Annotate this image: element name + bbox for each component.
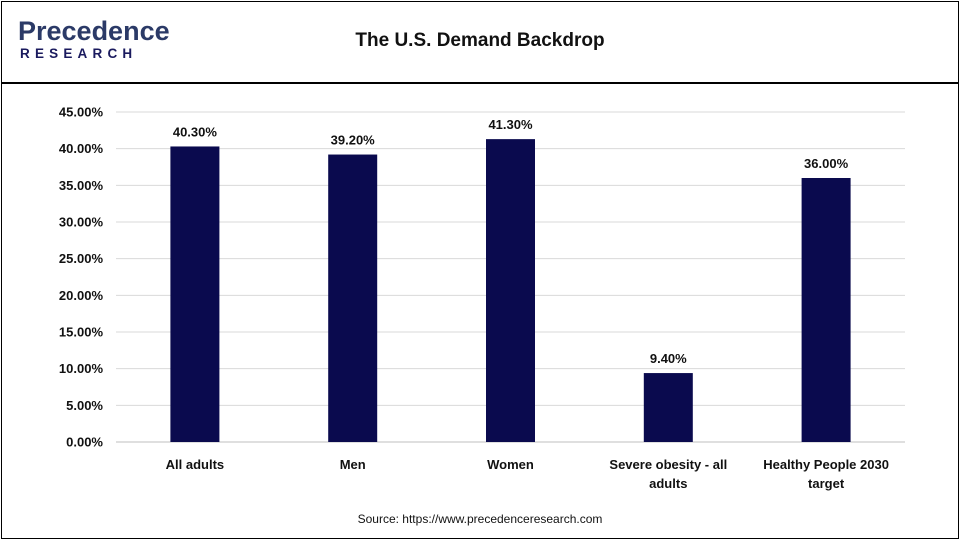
y-tick-label: 40.00% — [59, 141, 104, 156]
logo-subtitle: RESEARCH — [20, 46, 138, 61]
x-category-label: Women — [487, 457, 534, 472]
x-category-label: target — [808, 476, 845, 491]
bar — [328, 154, 378, 443]
y-tick-label: 25.00% — [59, 251, 104, 266]
x-category-label: Severe obesity - all — [609, 457, 727, 472]
logo-wordmark: Precedence — [18, 16, 170, 46]
y-tick-label: 15.00% — [59, 325, 104, 340]
y-tick-label: 0.00% — [66, 435, 103, 450]
data-label: 9.40% — [650, 351, 687, 366]
x-category-label: adults — [649, 476, 687, 491]
data-label: 39.20% — [331, 133, 376, 148]
x-category-label: Healthy People 2030 — [763, 457, 889, 472]
data-label: 40.30% — [173, 124, 218, 139]
data-label: 36.00% — [804, 156, 849, 171]
y-tick-label: 20.00% — [59, 288, 104, 303]
bar — [801, 178, 851, 442]
bar — [643, 373, 693, 442]
x-category-label: Men — [340, 457, 366, 472]
y-tick-label: 5.00% — [66, 398, 103, 413]
y-tick-label: 10.00% — [59, 361, 104, 376]
chart-title: The U.S. Demand Backdrop — [355, 30, 605, 51]
data-label: 41.30% — [488, 117, 533, 132]
y-tick-label: 30.00% — [59, 215, 104, 230]
y-tick-label: 35.00% — [59, 178, 104, 193]
y-tick-label: 45.00% — [59, 105, 104, 120]
header: Precedence RESEARCH The U.S. Demand Back… — [2, 2, 958, 84]
x-category-label: All adults — [166, 457, 225, 472]
bar — [486, 139, 535, 442]
logo: Precedence RESEARCH — [18, 16, 170, 66]
bar — [170, 146, 220, 442]
source-note: Source: https://www.precedenceresearch.c… — [357, 512, 603, 526]
